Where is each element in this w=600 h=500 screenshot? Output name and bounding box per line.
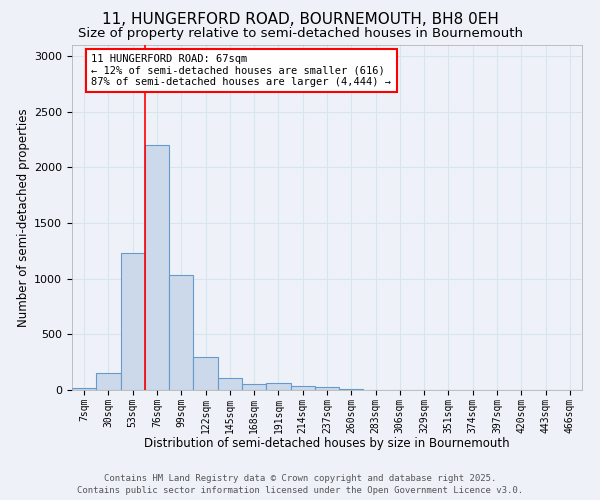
Bar [145,145,169,390]
Text: Size of property relative to semi-detached houses in Bournemouth: Size of property relative to semi-detach… [77,28,523,40]
Bar [242,384,266,390]
Text: 11, HUNGERFORD ROAD, BOURNEMOUTH, BH8 0EH: 11, HUNGERFORD ROAD, BOURNEMOUTH, BH8 0E… [101,12,499,28]
Text: Contains HM Land Registry data © Crown copyright and database right 2025.
Contai: Contains HM Land Registry data © Crown c… [77,474,523,495]
Bar [266,383,290,390]
Y-axis label: Number of semi-detached properties: Number of semi-detached properties [17,108,30,327]
Bar [290,386,315,390]
Bar [96,374,121,390]
Bar [72,388,96,390]
Bar [339,389,364,390]
Text: 11 HUNGERFORD ROAD: 67sqm
← 12% of semi-detached houses are smaller (616)
87% of: 11 HUNGERFORD ROAD: 67sqm ← 12% of semi-… [91,54,391,87]
Bar [218,378,242,390]
X-axis label: Distribution of semi-detached houses by size in Bournemouth: Distribution of semi-detached houses by … [144,437,510,450]
Bar [121,253,145,390]
Bar [315,387,339,390]
Bar [169,276,193,390]
Bar [193,356,218,390]
